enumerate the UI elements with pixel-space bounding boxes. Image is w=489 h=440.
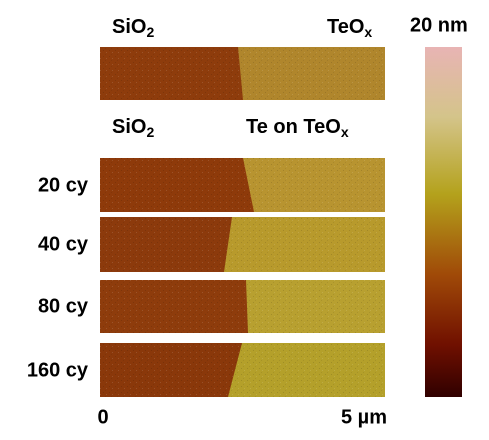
afm-20cy xyxy=(100,158,385,212)
color-bar xyxy=(425,47,462,397)
axis-start: 0 xyxy=(97,406,108,428)
row-label: 160 cy xyxy=(27,359,89,381)
label-te-on-teox: Te on TeOx xyxy=(246,116,349,139)
row-label: 80 cy xyxy=(38,295,89,317)
afm-160cy xyxy=(100,343,385,397)
scale-max: 20 nm xyxy=(410,14,468,36)
row-label: 40 cy xyxy=(38,233,89,255)
afm-80cy xyxy=(100,280,385,333)
afm-top xyxy=(100,47,385,100)
afm-40cy xyxy=(100,217,385,272)
axis-end: 5 µm xyxy=(341,406,387,428)
label-teox: TeOx xyxy=(327,16,372,39)
label-sio2: SiO2 xyxy=(112,16,154,39)
figure: SiO2 TeOx 20 nm SiO2 Te on TeOx 20 cy 40… xyxy=(0,0,489,440)
row-label: 20 cy xyxy=(38,174,89,196)
label-sio2-2: SiO2 xyxy=(112,116,154,139)
